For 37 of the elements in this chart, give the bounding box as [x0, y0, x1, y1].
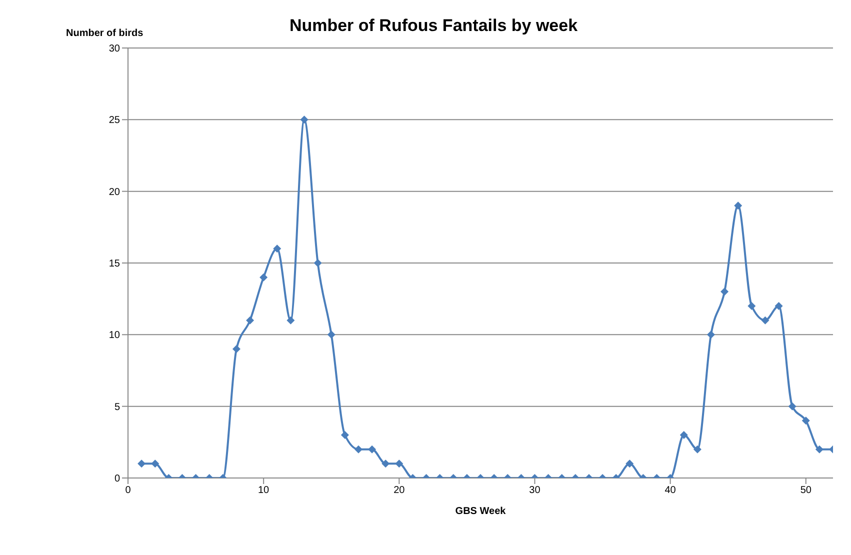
x-tick-label: 10 — [258, 485, 270, 496]
point — [286, 316, 295, 324]
x-tick-label: 0 — [125, 485, 132, 496]
x-tick-label: 30 — [529, 485, 541, 496]
point — [368, 445, 376, 454]
point — [246, 316, 254, 324]
point — [260, 273, 268, 282]
y-tick-label: 5 — [114, 402, 120, 413]
point — [680, 431, 688, 439]
point — [774, 302, 783, 310]
point — [788, 402, 796, 410]
point — [815, 445, 824, 454]
point — [327, 330, 336, 339]
point — [802, 416, 810, 425]
point — [273, 244, 282, 253]
chart-title: Number of Rufous Fantails by week — [289, 16, 578, 35]
x-axis-title: GBS Week — [455, 506, 506, 517]
point — [761, 316, 770, 324]
point — [720, 288, 729, 296]
y-tick-label: 10 — [108, 330, 120, 342]
y-tick-label: 30 — [108, 44, 120, 55]
point — [340, 431, 349, 439]
point — [354, 445, 362, 454]
point — [734, 202, 742, 210]
x-tick-label: 40 — [664, 485, 676, 496]
y-axis-title: Number of birds — [66, 28, 144, 39]
point — [232, 345, 240, 353]
x-tick-label: 20 — [394, 485, 406, 496]
point — [748, 302, 756, 310]
y-tick-label: 15 — [108, 258, 120, 270]
x-tick-label: 50 — [800, 485, 812, 496]
point — [706, 330, 715, 339]
point — [314, 259, 322, 267]
y-tick-label: 20 — [108, 186, 120, 198]
y-tick-label: 0 — [114, 474, 120, 485]
point — [693, 445, 702, 454]
y-tick-label: 25 — [108, 115, 120, 126]
